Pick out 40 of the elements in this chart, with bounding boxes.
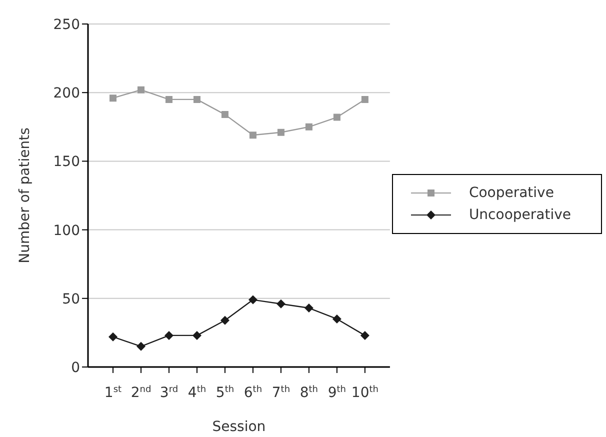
point: [305, 123, 312, 130]
y-axis-title: Number of patients: [16, 128, 33, 264]
point: [110, 94, 116, 102]
y-tick-label: 100: [53, 222, 80, 239]
x-tick-label: 5$^{th}$: [216, 385, 234, 401]
y-tick-label: 0: [71, 360, 80, 376]
y-tick-label: 50: [62, 291, 80, 308]
point: [360, 330, 370, 340]
x-tick-label: 3$^{rd}$: [160, 385, 178, 401]
point: [220, 316, 230, 325]
legend-label: Cooperative: [468, 185, 554, 201]
point: [164, 330, 174, 340]
point: [304, 304, 314, 313]
legend-label: Uncooperative: [468, 207, 571, 223]
x-tick-label: 6$^{th}$: [244, 385, 262, 401]
point: [192, 330, 202, 340]
point: [332, 314, 342, 324]
point: [136, 342, 146, 351]
point: [221, 111, 228, 118]
x-tick-label: 8$^{th}$: [300, 385, 318, 401]
x-tick-label: 2$^{nd}$: [130, 385, 152, 401]
point: [249, 132, 256, 139]
y-tick-label: 200: [53, 86, 80, 102]
point: [193, 96, 200, 103]
point: [165, 96, 172, 103]
x-tick-label: 10$^{th}$: [351, 385, 378, 401]
x-tick-label: 4$^{th}$: [188, 385, 206, 401]
x-axis-title: Session: [212, 419, 266, 435]
x-tick-label: 7$^{th}$: [272, 385, 290, 401]
x-tick-label: 9$^{th}$: [328, 385, 346, 401]
x-tick-label: 1$^{st}$: [104, 385, 122, 401]
y-tick-label: 250: [53, 16, 80, 33]
point: [108, 332, 118, 342]
point: [277, 128, 284, 136]
point: [361, 96, 368, 103]
y-tick-label: 150: [53, 154, 80, 170]
point: [137, 86, 144, 94]
point: [333, 114, 340, 121]
point: [276, 299, 286, 308]
point: [248, 295, 258, 304]
